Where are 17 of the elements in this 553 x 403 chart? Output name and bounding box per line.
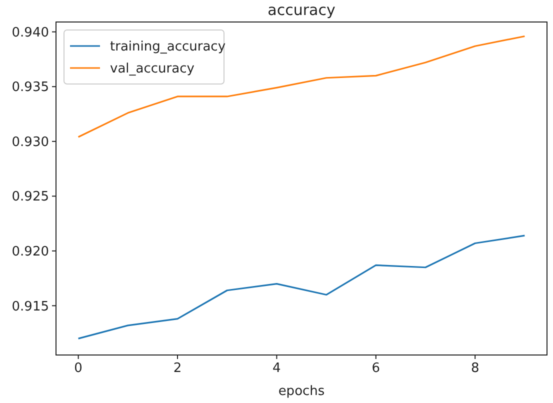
line-series xyxy=(78,35,526,138)
x-tick-label: 8 xyxy=(470,361,480,376)
x-axis-title: epochs xyxy=(278,384,325,399)
legend-label: training_accuracy xyxy=(110,40,226,55)
y-tick-label: 0.920 xyxy=(12,244,49,260)
legend-label: val_accuracy xyxy=(110,62,195,77)
y-tick-label: 0.925 xyxy=(12,190,49,205)
x-tick-label: 2 xyxy=(173,361,182,376)
line-series xyxy=(78,234,526,340)
x-tick-label: 6 xyxy=(372,361,380,376)
y-tick-label: 0.930 xyxy=(12,134,49,150)
x-tick-label: 4 xyxy=(272,361,281,376)
y-tick-label: 0.915 xyxy=(12,299,49,314)
chart-title: accuracy xyxy=(268,1,336,19)
y-tick-label: 0.935 xyxy=(12,80,49,96)
x-tick-label: 0 xyxy=(74,361,82,376)
y-tick-label: 0.940 xyxy=(12,25,49,40)
